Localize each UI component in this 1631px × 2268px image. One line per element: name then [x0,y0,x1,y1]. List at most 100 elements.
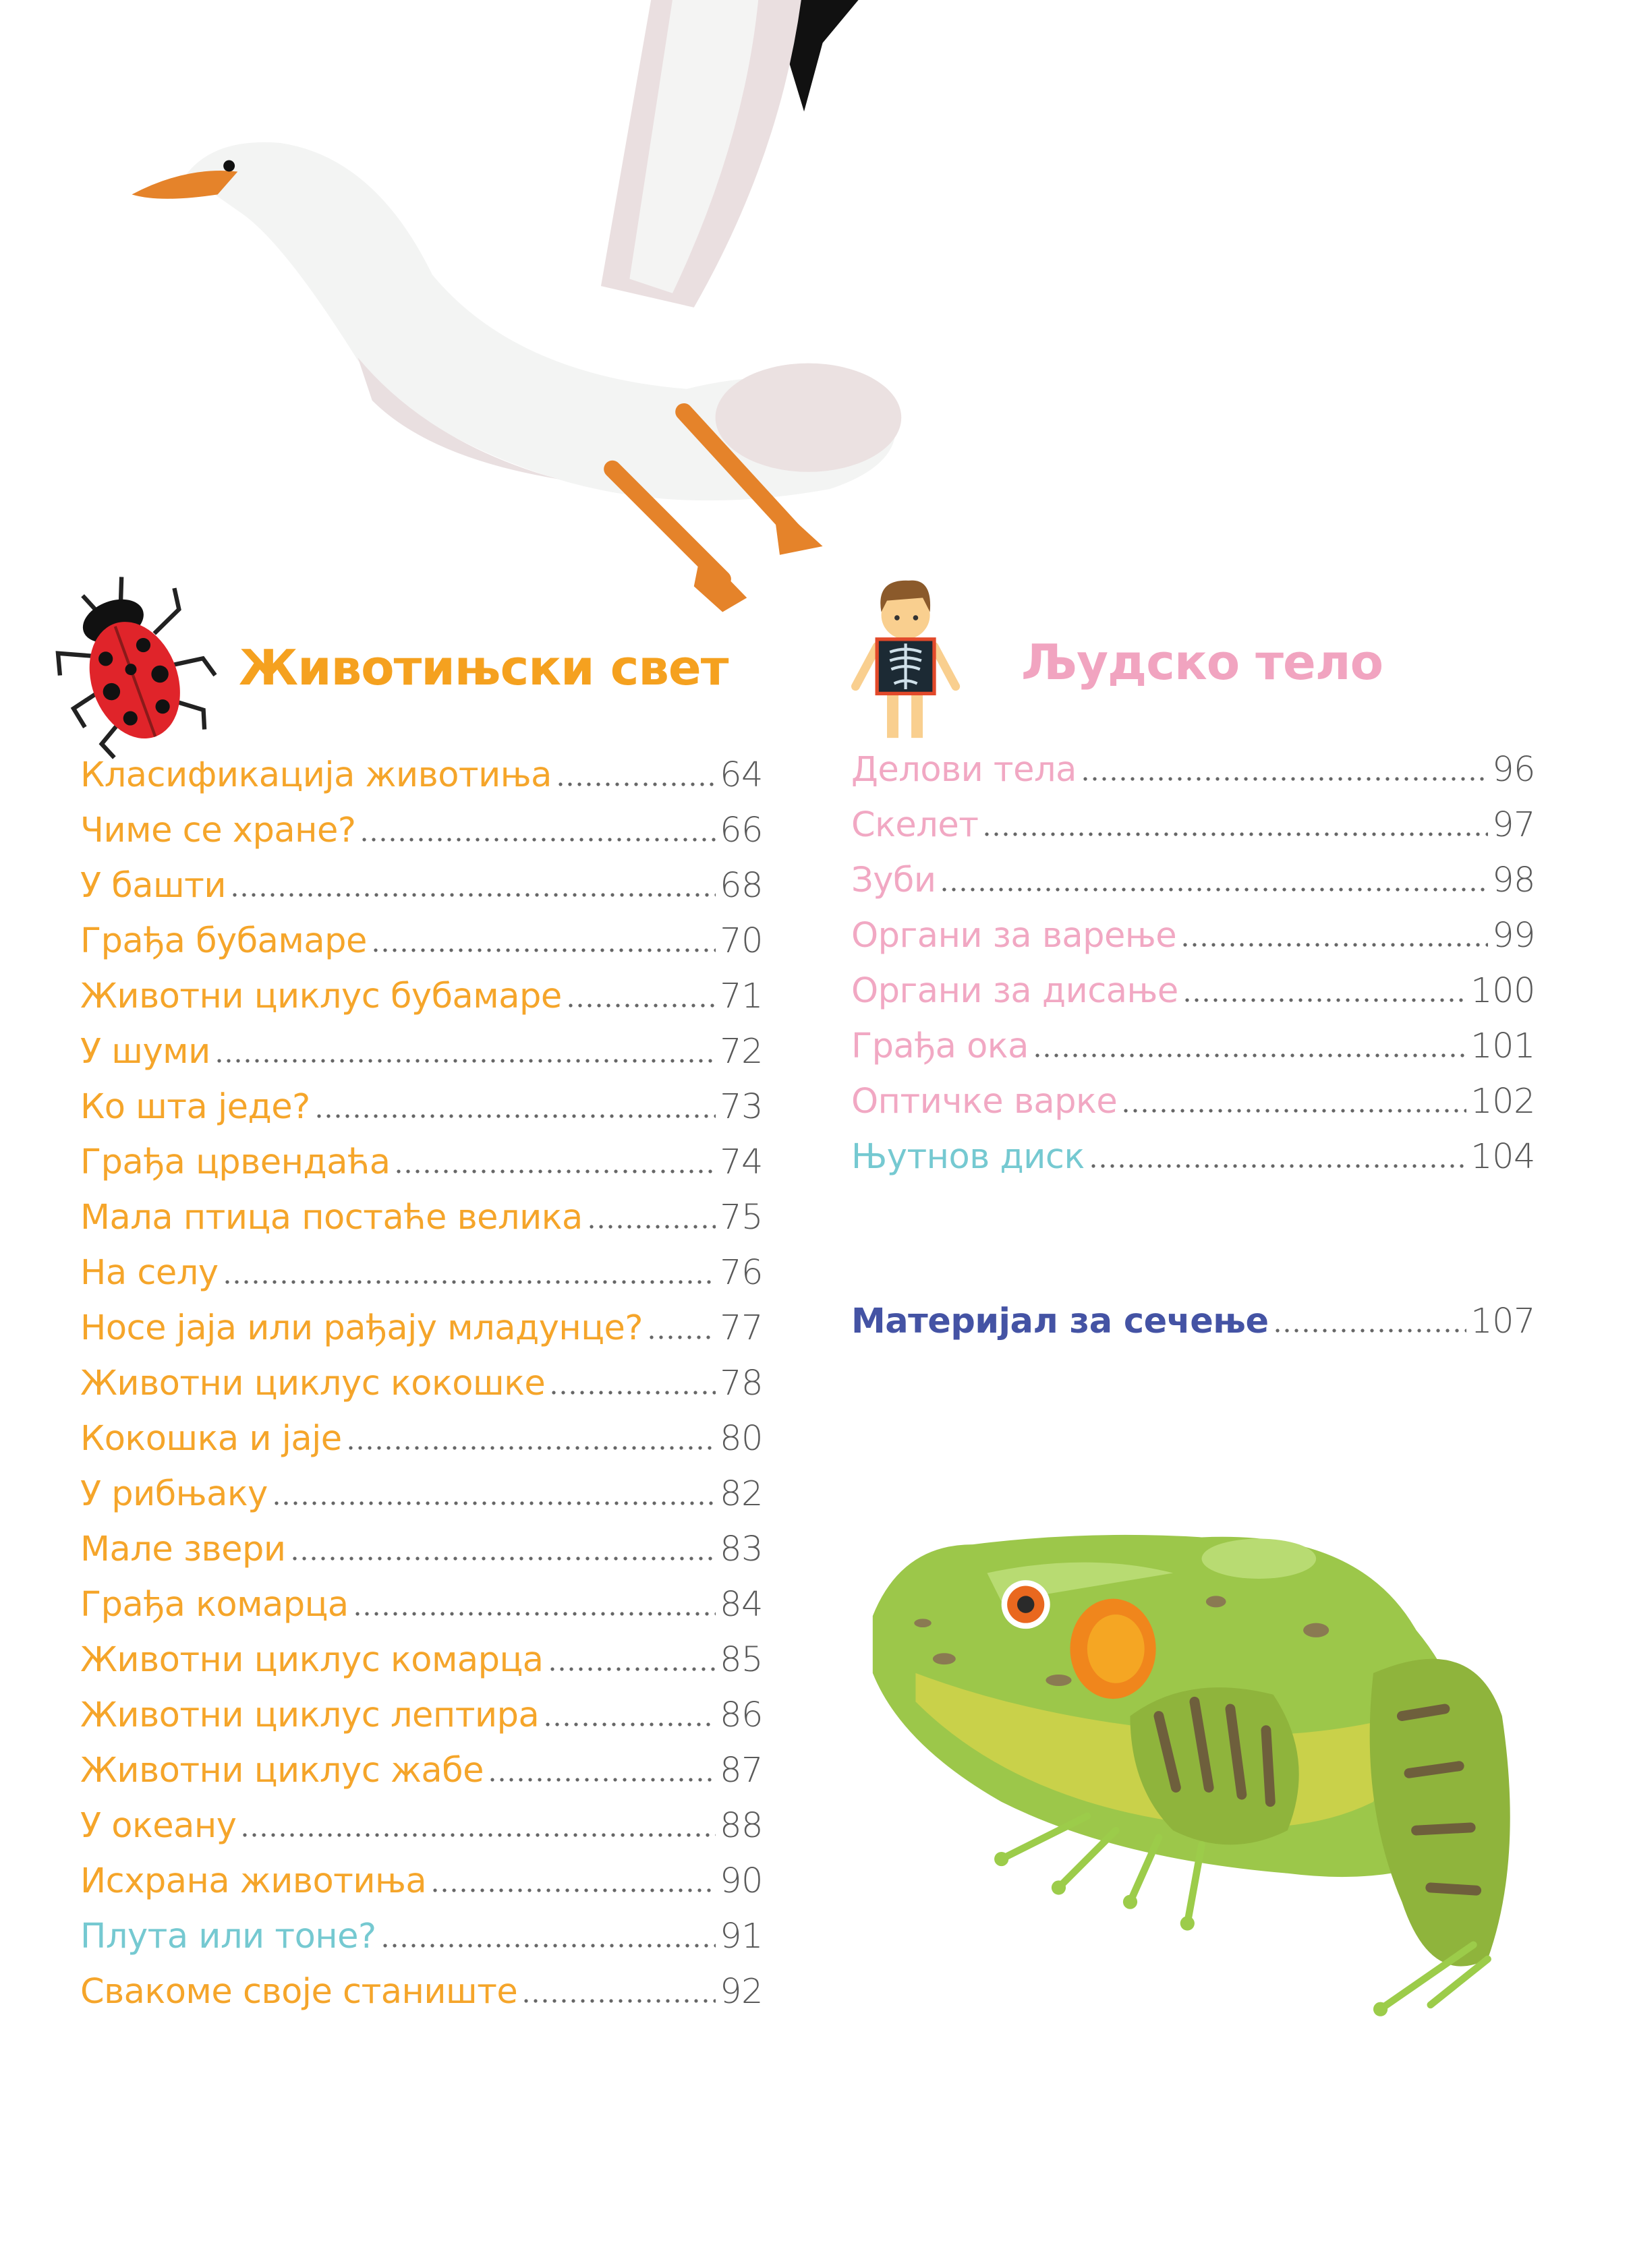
dot-leader [940,888,1489,892]
toc-entry-page: 70 [720,921,763,961]
toc-entry-label: Чиме се хране? [80,811,356,850]
dot-leader [222,1280,716,1284]
toc-entry-label: Свакоме своје станиште [80,1972,518,2012]
toc-entry[interactable]: Класификација животиња 64 [80,755,763,811]
toc-entry[interactable]: Њутнов диск 104 [851,1137,1535,1192]
toc-entry[interactable]: Органи за варење 99 [851,916,1535,971]
toc-entry-label: Грађа бубамаре [80,921,367,961]
toc-entry-label: Делови тела [851,750,1077,790]
toc-entry-page: 98 [1492,861,1535,900]
toc-entry-label: Класификација животиња [80,755,552,795]
toc-entry[interactable]: У шуми 72 [80,1032,763,1087]
material-toc: Материјал за сечење 107 [851,1302,1535,1357]
dot-leader [394,1169,716,1173]
toc-entry[interactable]: Животни циклус комарца 85 [80,1640,763,1695]
toc-entry-label: У рибњаку [80,1474,268,1514]
toc-entry[interactable]: Оптичке варке 102 [851,1082,1535,1137]
toc-entry-page: 84 [720,1585,763,1625]
toc-entry[interactable]: Мале звери 83 [80,1530,763,1585]
toc-entry-label: Животни циклус кокошке [80,1364,546,1403]
toc-entry-label: Оптичке варке [851,1082,1118,1122]
dot-leader [230,893,716,897]
toc-entry-page: 80 [720,1419,763,1459]
toc-entry[interactable]: Делови тела 96 [851,750,1535,805]
toc-entry[interactable]: Свакоме своје станиште 92 [80,1972,763,2027]
dot-leader [380,1944,716,1948]
seagull-illustration [132,0,902,612]
toc-entry[interactable]: Мала птица постаће велика 75 [80,1198,763,1253]
toc-entry-page: 88 [720,1806,763,1846]
toc-entry-label: Грађа ока [851,1026,1029,1066]
dot-leader [1080,777,1489,781]
dot-leader [521,1999,716,2003]
toc-entry-material[interactable]: Материјал за сечење 107 [851,1302,1535,1357]
toc-entry[interactable]: Плута или тоне? 91 [80,1917,763,1972]
toc-entry-page: 68 [720,866,763,906]
body-toc-list: Делови тела 96 Скелет 97 Зуби 98 Органи за вар… [851,750,1535,1192]
toc-entry-page: 96 [1492,750,1535,790]
toc-entry[interactable]: Грађа ока 101 [851,1026,1535,1082]
toc-entry[interactable]: Скелет 97 [851,805,1535,861]
toc-entry[interactable]: Зуби 98 [851,861,1535,916]
toc-entry-page: 87 [720,1751,763,1791]
toc-entry[interactable]: Животни циклус лептира 86 [80,1695,763,1751]
frog-illustration [872,1534,1510,2016]
toc-entry[interactable]: У башти 68 [80,866,763,921]
toc-entry[interactable]: У рибњаку 82 [80,1474,763,1530]
toc-entry[interactable]: Грађа комарца 84 [80,1585,763,1640]
xray-boy-icon [851,580,961,738]
toc-entry-label: Материјал за сечење [851,1302,1269,1341]
toc-entry-label: Органи за дисање [851,971,1178,1011]
toc-entry-page: 92 [720,1972,763,2012]
toc-entry-label: Животни циклус лептира [80,1695,540,1735]
dot-leader [240,1833,716,1837]
dot-leader [345,1446,716,1450]
toc-entry-page: 77 [720,1308,763,1348]
toc-entry-label: Мале звери [80,1530,286,1569]
toc-entry-page: 73 [720,1087,763,1127]
toc-entry-page: 104 [1470,1137,1535,1177]
animals-toc-list: Класификација животиња 64 Чиме се хране? 66… [80,755,763,2027]
dot-leader [646,1335,716,1339]
animals-section-title: Животињски свет [239,639,728,696]
toc-entry-label: Исхрана животиња [80,1861,427,1901]
toc-entry[interactable]: Чиме се хране? 66 [80,811,763,866]
toc-entry-label: Животни циклус комарца [80,1640,544,1680]
dot-leader [370,948,716,952]
toc-entry-page: 66 [720,811,763,850]
toc-entry-page: 83 [720,1530,763,1569]
toc-entry[interactable]: У океану 88 [80,1806,763,1861]
dot-leader [565,1004,716,1008]
toc-entry[interactable]: Грађа црвендаћа 74 [80,1142,763,1198]
toc-entry-label: У башти [80,866,227,906]
toc-entry-label: Грађа комарца [80,1585,349,1625]
toc-entry-page: 78 [720,1364,763,1403]
toc-entry[interactable]: Ко шта једе? 73 [80,1087,763,1142]
toc-entry[interactable]: Животни циклус жабе 87 [80,1751,763,1806]
toc-entry-label: Плута или тоне? [80,1917,376,1956]
dot-leader [549,1391,716,1395]
toc-entry[interactable]: Грађа бубамаре 70 [80,921,763,977]
toc-entry[interactable]: Животни циклус кокошке 78 [80,1364,763,1419]
toc-entry-label: Кокошка и јаје [80,1419,342,1459]
toc-entry[interactable]: Исхрана животиња 90 [80,1861,763,1917]
toc-entry[interactable]: На селу 76 [80,1253,763,1308]
toc-entry-page: 82 [720,1474,763,1514]
dot-leader [1088,1164,1467,1168]
toc-entry[interactable]: Органи за дисање 100 [851,971,1535,1026]
toc-entry-label: Животни циклус жабе [80,1751,484,1791]
toc-entry-page: 75 [720,1198,763,1238]
toc-entry[interactable]: Носе јаја или рађају младунце? 77 [80,1308,763,1364]
toc-entry[interactable]: Кокошка и јаје 80 [80,1419,763,1474]
dot-leader [314,1114,716,1118]
toc-entry-label: Животни циклус бубамаре [80,977,562,1016]
toc-entry-label: Органи за варење [851,916,1177,956]
toc-entry[interactable]: Животни циклус бубамаре 71 [80,977,763,1032]
toc-entry-page: 86 [720,1695,763,1735]
toc-entry-page: 91 [720,1917,763,1956]
toc-entry-page: 71 [720,977,763,1016]
toc-entry-page: 97 [1492,805,1535,845]
dot-leader [289,1557,716,1561]
toc-entry-label: На селу [80,1253,219,1293]
